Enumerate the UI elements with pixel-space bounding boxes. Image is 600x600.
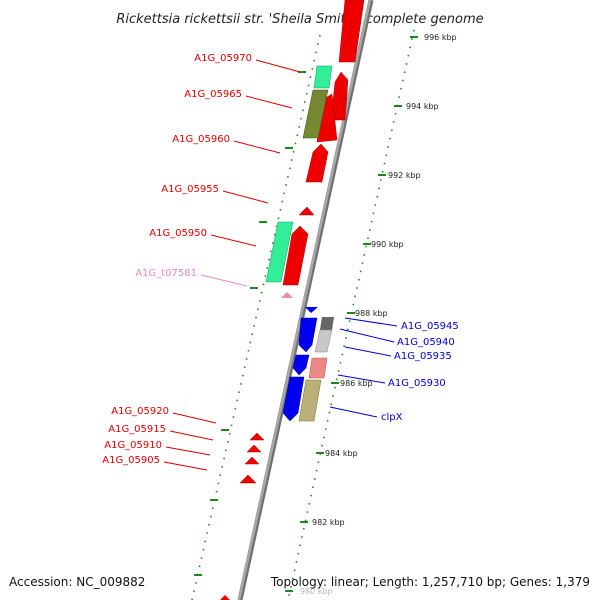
- gene-arrow-forward[interactable]: [282, 225, 309, 286]
- label-leader: [233, 140, 281, 154]
- genome-info-text: Topology: linear; Length: 1,257,710 bp; …: [270, 575, 590, 589]
- scale-label: 986 kbp: [340, 379, 373, 388]
- map-title: Rickettsia rickettsii str. 'Sheila Smith…: [116, 12, 483, 27]
- label-leader: [172, 412, 217, 424]
- label-leader: [222, 190, 269, 204]
- right-ticks: [285, 36, 418, 592]
- gene-label[interactable]: A1G_05950: [149, 228, 207, 239]
- gene-label[interactable]: A1G_05965: [184, 89, 242, 100]
- forward-genes: [220, 0, 365, 600]
- gene-arrow-forward[interactable]: [298, 206, 315, 216]
- label-leader: [210, 234, 257, 247]
- cog-block[interactable]: [313, 65, 333, 89]
- gene-arrow-forward[interactable]: [246, 444, 262, 453]
- cog-block[interactable]: [265, 221, 294, 283]
- label-leader: [329, 406, 378, 418]
- rna-arrow[interactable]: [281, 292, 293, 298]
- gene-label[interactable]: A1G_05935: [394, 351, 452, 362]
- label-leader: [344, 317, 398, 327]
- gene-label[interactable]: A1G_05915: [108, 424, 166, 435]
- gene-arrow-forward[interactable]: [220, 595, 230, 600]
- gene-arrow-reverse[interactable]: [292, 354, 310, 376]
- scale-labels: 996 kbp 994 kbp 992 kbp 990 kbp 988 kbp …: [300, 33, 457, 596]
- cog-block[interactable]: [298, 379, 322, 422]
- scale-label: 988 kbp: [355, 309, 388, 318]
- gene-label[interactable]: A1G_05930: [388, 378, 446, 389]
- gene-label[interactable]: A1G_05940: [397, 337, 455, 348]
- label-leader: [163, 461, 208, 471]
- scale-label: 980 kbp: [300, 587, 333, 596]
- label-leader: [245, 95, 293, 109]
- reverse-genes: [282, 307, 318, 422]
- accession-text: Accession: NC_009882: [9, 575, 145, 589]
- cog-blocks-right: [298, 317, 334, 422]
- cog-blocks-left: [265, 65, 333, 298]
- label-leader: [200, 274, 248, 287]
- gene-label[interactable]: A1G_05905: [102, 455, 160, 466]
- left-ticks: [194, 71, 306, 576]
- gene-arrow-forward[interactable]: [239, 474, 257, 484]
- left-dotted-track: [191, 34, 321, 600]
- label-leader: [169, 430, 214, 441]
- gene-arrow-forward[interactable]: [249, 432, 265, 441]
- gene-arrow-reverse[interactable]: [298, 317, 318, 353]
- ruler-tracks: [191, 29, 415, 600]
- gene-arrow-reverse[interactable]: [282, 376, 305, 422]
- label-leader: [255, 59, 301, 73]
- scale-label: 994 kbp: [406, 102, 439, 111]
- cog-block[interactable]: [314, 329, 333, 353]
- gene-label[interactable]: A1G_05910: [104, 440, 162, 451]
- gene-arrow-reverse[interactable]: [305, 307, 318, 313]
- left-gene-labels: A1G_05970 A1G_05965 A1G_05960 A1G_05955 …: [102, 53, 301, 471]
- scale-label: 992 kbp: [388, 171, 421, 180]
- gene-label[interactable]: A1G_05920: [111, 406, 169, 417]
- gene-label[interactable]: A1G_05970: [194, 53, 252, 64]
- scale-label: 984 kbp: [325, 449, 358, 458]
- gene-label[interactable]: clpX: [381, 412, 403, 423]
- gene-arrow-forward[interactable]: [330, 71, 349, 121]
- genome-backbone: [237, 0, 374, 600]
- gene-label[interactable]: A1G_t07581: [135, 268, 197, 279]
- scale-label: 990 kbp: [371, 240, 404, 249]
- label-leader: [339, 328, 395, 343]
- cog-block[interactable]: [302, 89, 329, 139]
- scale-label: 982 kbp: [312, 518, 345, 527]
- gene-label[interactable]: A1G_05955: [161, 184, 219, 195]
- gene-arrow-forward[interactable]: [338, 0, 365, 63]
- right-dotted-track: [287, 29, 415, 600]
- gene-label[interactable]: A1G_05960: [172, 134, 230, 145]
- cog-block[interactable]: [308, 357, 328, 379]
- scale-label: 996 kbp: [424, 33, 457, 42]
- gene-label[interactable]: A1G_05945: [401, 321, 459, 332]
- label-leader: [165, 446, 211, 456]
- gene-arrow-forward[interactable]: [305, 143, 329, 183]
- backbone-highlight: [237, 0, 372, 600]
- label-leader: [337, 374, 386, 384]
- gene-arrow-forward[interactable]: [244, 456, 260, 465]
- cog-block[interactable]: [320, 317, 334, 330]
- label-leader: [344, 346, 392, 357]
- right-gene-labels: A1G_05945 A1G_05940 A1G_05935 A1G_05930 …: [329, 317, 459, 423]
